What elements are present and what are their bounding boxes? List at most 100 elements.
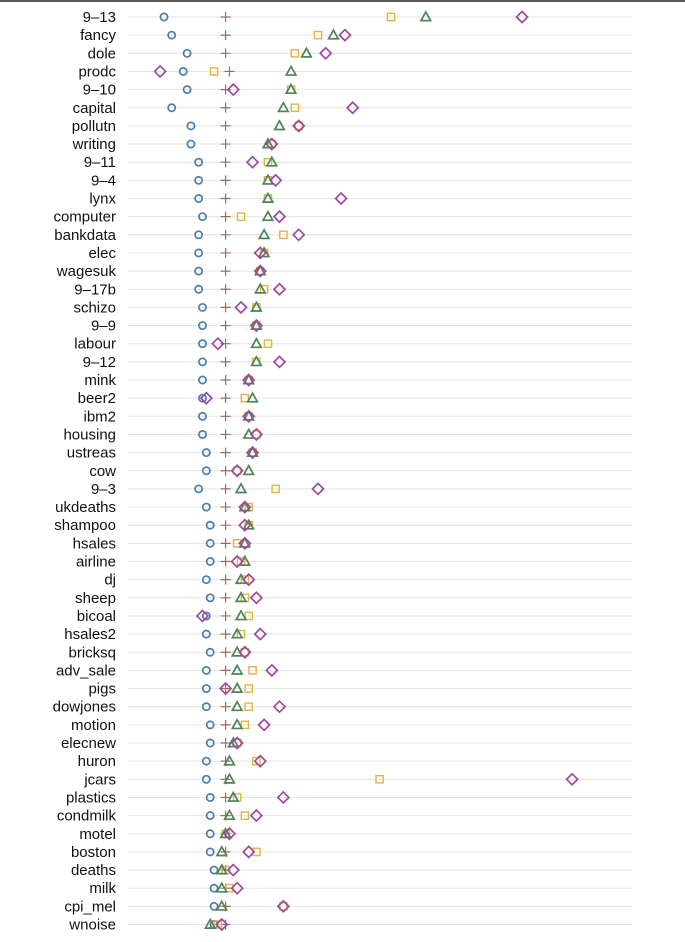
diamond-marker (222, 827, 237, 841)
triangle-marker (250, 355, 263, 367)
diamond-marker (241, 373, 256, 387)
triangle-marker (215, 881, 228, 893)
plus-marker (220, 483, 231, 494)
category-label: 9–10 (83, 82, 116, 99)
plus-marker (220, 356, 231, 367)
diamond-marker (215, 917, 229, 932)
plus-marker (220, 683, 231, 694)
category-label: cow (89, 463, 116, 480)
square-marker (244, 611, 254, 621)
circle-marker (194, 284, 204, 294)
circle-marker (205, 520, 215, 530)
diamond-marker (253, 264, 267, 278)
category-label: motel (79, 826, 116, 843)
plus-marker (220, 538, 231, 549)
diamond-marker (253, 246, 267, 260)
square-marker (225, 883, 234, 893)
diamond-marker (230, 464, 244, 478)
circle-marker (186, 121, 196, 131)
category-label: sheep (75, 590, 116, 607)
triangle-marker (223, 808, 236, 821)
square-marker (240, 811, 250, 820)
circle-marker (201, 466, 211, 476)
square-marker (252, 756, 261, 766)
square-marker (313, 30, 323, 40)
diamond-marker (238, 536, 252, 551)
circle-marker (198, 212, 207, 222)
plus-marker (220, 592, 231, 603)
circle-marker (178, 66, 188, 76)
square-marker (279, 902, 288, 911)
circle-marker (198, 357, 207, 367)
category-label: pigs (88, 681, 116, 698)
triangle-marker (261, 209, 275, 222)
plus-marker (220, 665, 231, 676)
category-label: beer2 (78, 390, 116, 407)
plus-marker (220, 375, 231, 385)
circle-marker (201, 702, 211, 712)
category-label: labour (74, 336, 116, 353)
circle-marker (205, 793, 215, 802)
triangle-marker (300, 46, 313, 58)
circle-marker (167, 30, 177, 40)
diamond-marker (272, 282, 287, 296)
plus-marker (220, 520, 231, 531)
plus-marker (220, 193, 231, 204)
category-label: adv_sale (56, 662, 116, 679)
plus-marker (220, 429, 231, 440)
plus-marker (220, 30, 231, 41)
square-marker (240, 393, 250, 403)
triangle-marker (277, 101, 290, 113)
diamond-marker (292, 228, 306, 242)
diamond-marker (334, 191, 348, 206)
category-label: housing (63, 426, 116, 443)
category-label: bicoal (77, 608, 116, 625)
plus-marker (220, 175, 231, 186)
plus-marker (220, 411, 231, 422)
category-label: prodc (78, 63, 116, 80)
plus-marker (220, 139, 231, 150)
plus-marker (220, 502, 231, 513)
category-label: elec (88, 245, 116, 262)
diamond-marker (276, 899, 291, 914)
category-label: motion (71, 717, 116, 734)
plus-marker (220, 211, 231, 222)
diamond-marker (241, 572, 256, 587)
triangle-marker (219, 827, 232, 839)
circle-marker (201, 448, 211, 458)
triangle-marker (250, 318, 263, 330)
circle-marker (201, 684, 211, 694)
square-marker (271, 484, 280, 494)
category-label: fancy (80, 27, 116, 44)
triangle-marker (327, 28, 340, 40)
triangle-marker (223, 772, 236, 784)
diamond-marker (338, 28, 352, 42)
category-label: writing (72, 136, 116, 153)
category-label: 9–17b (74, 281, 116, 298)
diamond-marker (238, 645, 252, 659)
triangle-marker (257, 246, 271, 258)
triangle-marker (230, 681, 244, 694)
plus-marker (220, 719, 231, 730)
category-label: plastics (66, 789, 116, 806)
circle-marker (198, 393, 207, 403)
square-marker (236, 212, 246, 221)
triangle-marker (230, 627, 244, 639)
plus-marker (220, 465, 231, 476)
category-label: 9–9 (91, 318, 116, 335)
category-label: 9–3 (91, 481, 116, 498)
plus-marker (220, 229, 231, 240)
diamond-marker (153, 64, 167, 79)
circle-marker (205, 557, 215, 566)
category-label: 9–13 (83, 9, 116, 26)
triangle-marker (242, 373, 255, 385)
square-marker (209, 67, 219, 76)
triangle-marker (284, 82, 298, 95)
diamond-marker (245, 155, 260, 169)
plus-marker (220, 447, 231, 458)
square-marker (248, 666, 257, 675)
circle-marker (205, 829, 215, 839)
diamond-marker (211, 336, 225, 351)
square-marker (240, 720, 250, 730)
circle-marker (205, 847, 215, 857)
